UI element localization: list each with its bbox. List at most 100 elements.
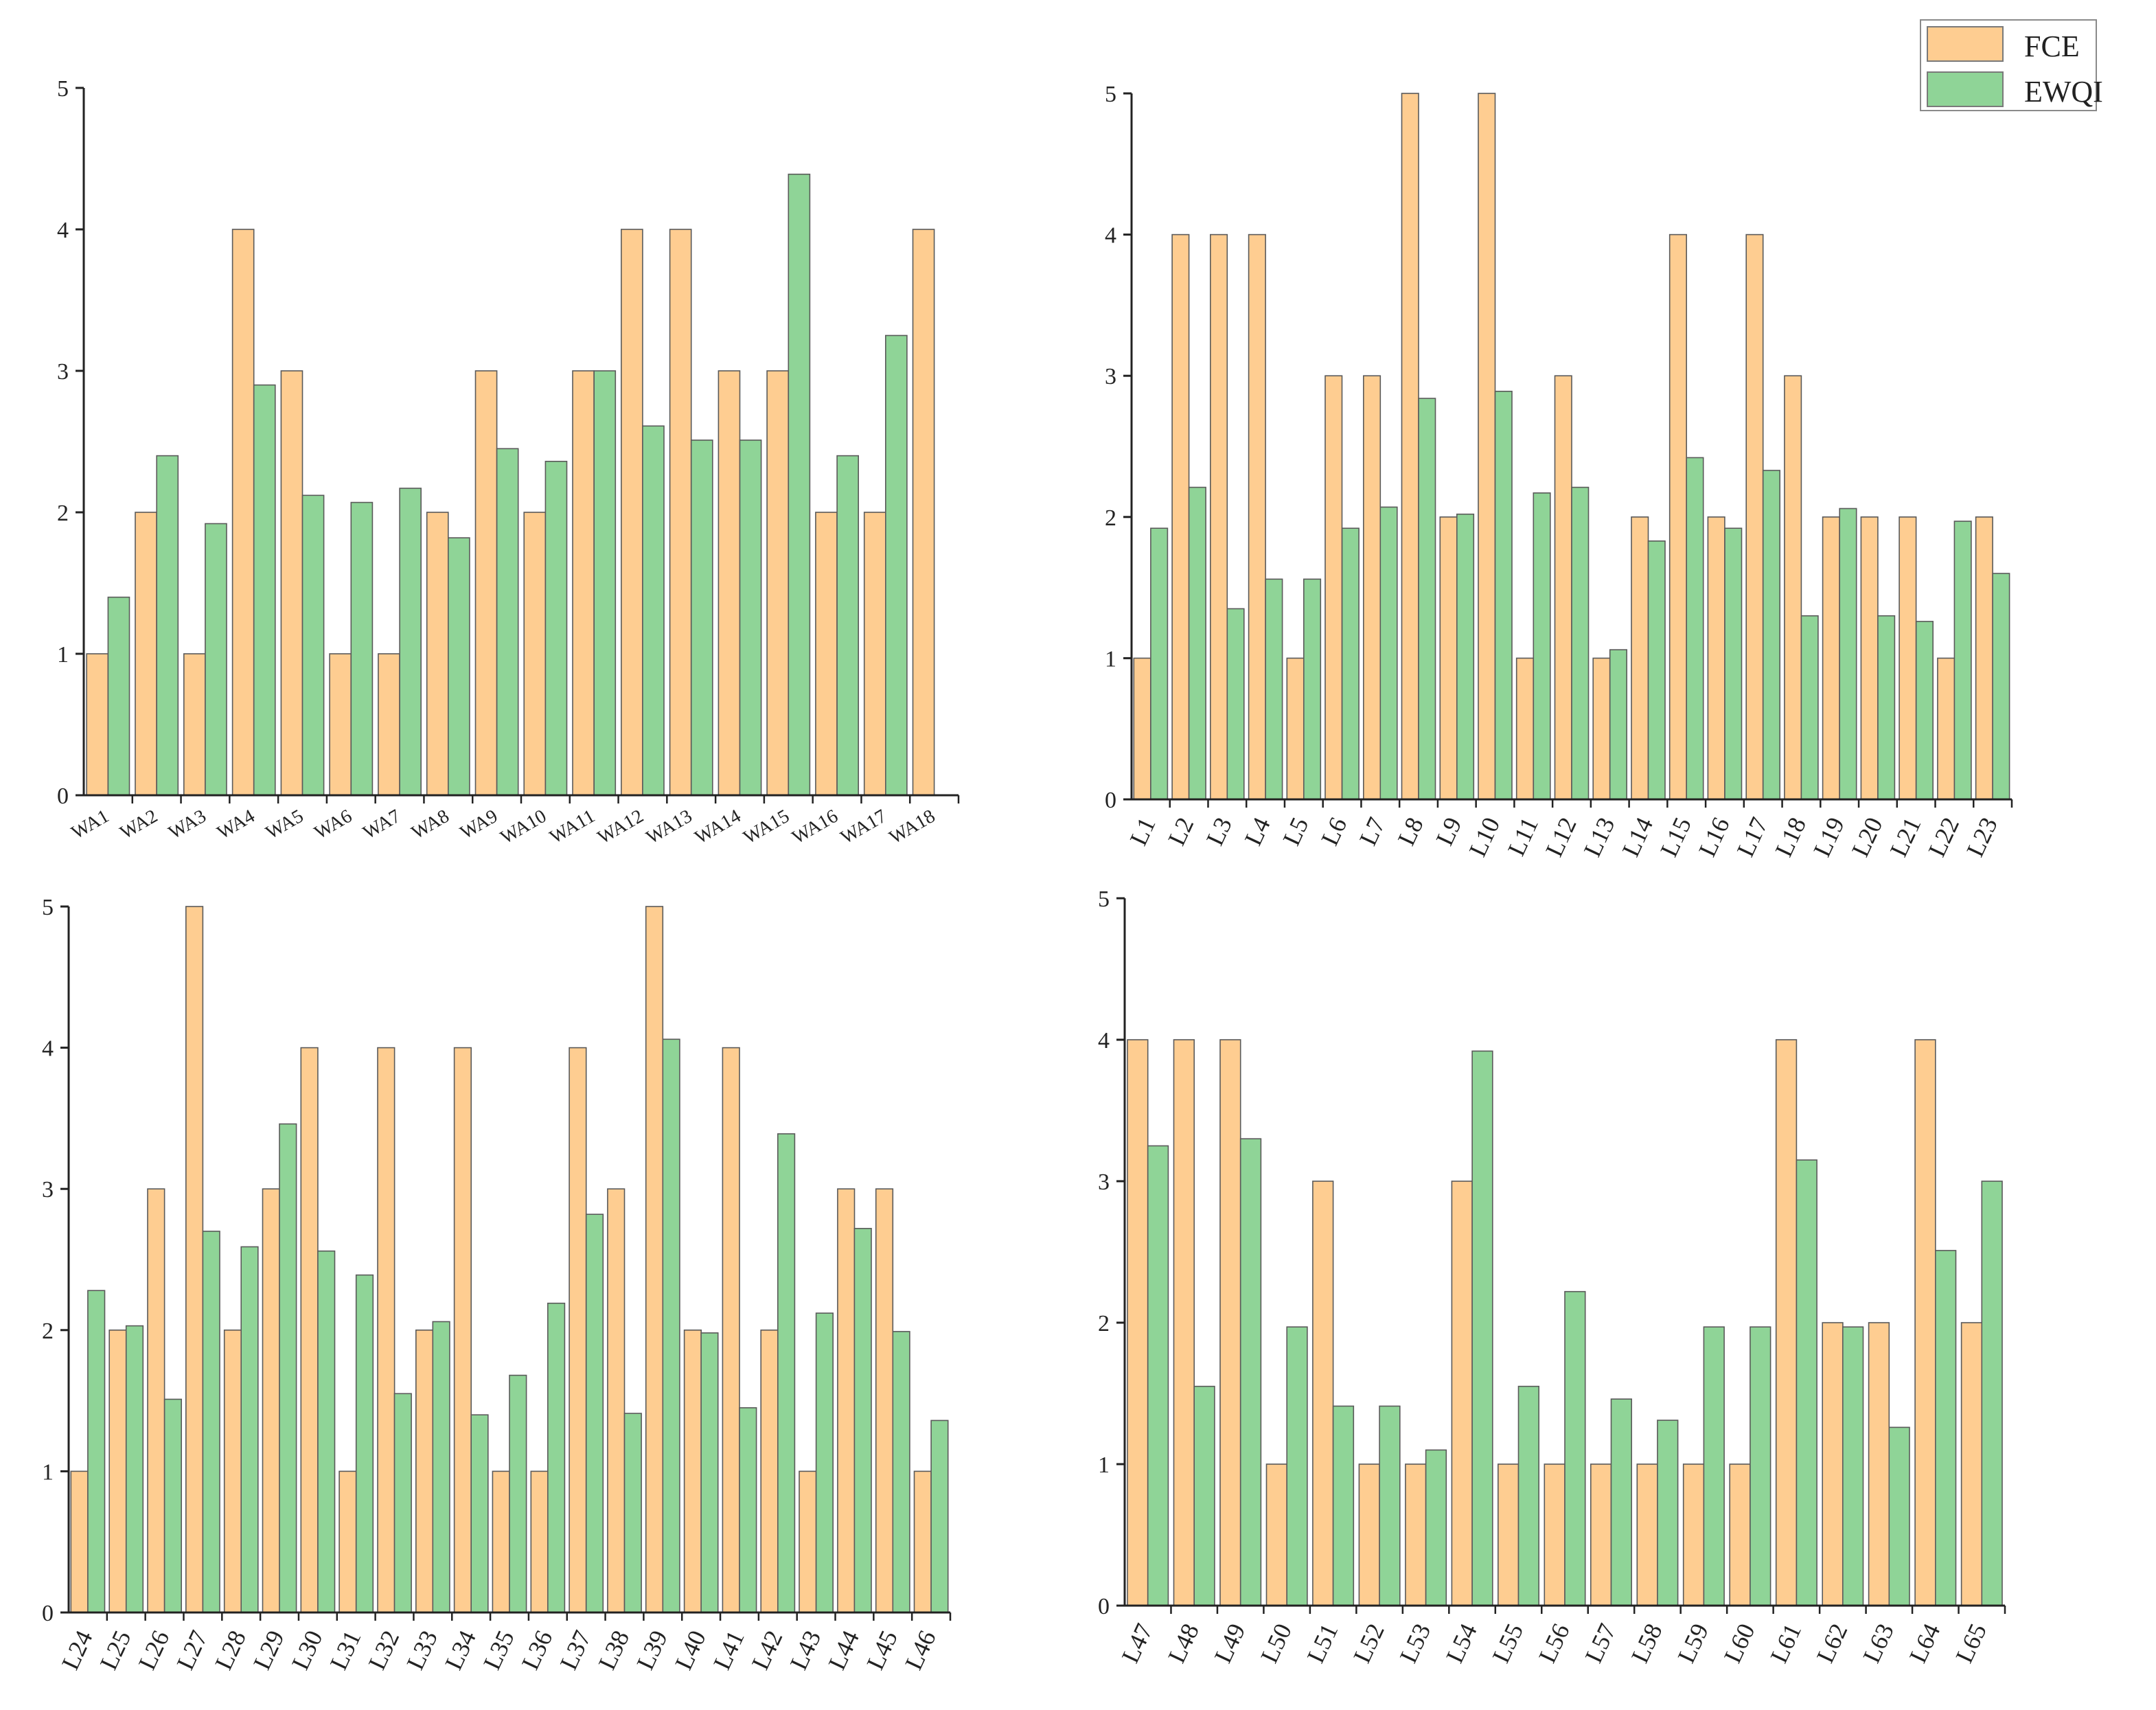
x-tick-label-wa7: WA7 [359, 806, 404, 844]
x-tick-label-l21: L21 [1885, 813, 1927, 860]
bar-ewqi-l44 [853, 1228, 872, 1613]
bar-ewqi-l9 [1456, 513, 1475, 800]
bar-fce-l33 [415, 1330, 434, 1613]
bar-fce-wa3 [183, 653, 206, 796]
x-tick-label-l12: L12 [1540, 813, 1582, 860]
y-tick-label: 2 [42, 1319, 54, 1344]
x-tick-label-l17: L17 [1732, 813, 1774, 860]
bar-fce-wa5 [280, 370, 303, 796]
x-tick-label-l35: L35 [478, 1626, 520, 1674]
bar-fce-l2 [1171, 233, 1190, 800]
y-tick-label: 4 [42, 1036, 54, 1062]
x-tick-label-l54: L54 [1441, 1619, 1482, 1667]
bar-fce-wa14 [718, 370, 741, 796]
bar-fce-l55 [1498, 1463, 1519, 1606]
x-tick-label-l9: L9 [1430, 813, 1467, 850]
bar-fce-l39 [645, 906, 664, 1613]
bar-fce-l62 [1822, 1322, 1844, 1606]
bar-ewqi-l49 [1239, 1138, 1262, 1606]
y-tick-label: 1 [42, 1459, 54, 1485]
bar-ewqi-l52 [1379, 1405, 1401, 1606]
bar-fce-wa2 [135, 512, 157, 796]
x-tick-label-l42: L42 [746, 1626, 788, 1674]
bar-fce-l61 [1775, 1039, 1798, 1606]
bar-fce-l19 [1822, 516, 1840, 800]
x-tick-label-l59: L59 [1672, 1619, 1714, 1667]
bar-fce-l29 [262, 1188, 280, 1613]
bar-fce-l32 [377, 1047, 395, 1613]
bar-fce-wa9 [474, 370, 498, 796]
bar-ewqi-wa2 [156, 455, 179, 796]
bar-ewqi-l39 [662, 1038, 680, 1613]
x-tick-label-l11: L11 [1502, 813, 1544, 860]
bar-ewqi-l23 [1992, 573, 2010, 800]
bar-ewqi-l38 [623, 1413, 642, 1613]
bar-ewqi-l33 [432, 1321, 450, 1613]
x-tick-label-l22: L22 [1923, 813, 1964, 860]
bar-fce-l43 [799, 1470, 817, 1613]
bar-ewqi-l57 [1610, 1398, 1633, 1606]
x-tick-label-l26: L26 [133, 1626, 175, 1674]
x-tick-label-l51: L51 [1302, 1619, 1344, 1667]
bar-ewqi-l59 [1703, 1326, 1725, 1606]
bar-ewqi-l32 [393, 1393, 412, 1613]
y-tick-label: 1 [1098, 1452, 1110, 1478]
x-tick-label-l60: L60 [1719, 1619, 1761, 1667]
x-tick-label-wa11: WA11 [546, 806, 599, 848]
bar-ewqi-l14 [1647, 540, 1666, 800]
bar-fce-l50 [1265, 1463, 1288, 1606]
y-tick-label: 0 [1098, 1594, 1110, 1619]
bar-fce-l54 [1451, 1181, 1473, 1606]
bar-ewqi-l64 [1935, 1250, 1957, 1606]
bar-fce-l27 [185, 906, 204, 1613]
bar-fce-wa11 [572, 370, 595, 796]
bar-ewqi-l41 [739, 1407, 757, 1613]
bar-ewqi-l63 [1888, 1426, 1910, 1606]
bar-ewqi-wa12 [642, 425, 665, 796]
x-tick-label-l18: L18 [1769, 813, 1811, 860]
bar-ewqi-l15 [1686, 457, 1704, 800]
x-tick-label-l40: L40 [669, 1626, 711, 1674]
x-tick-label-l41: L41 [708, 1626, 750, 1674]
x-tick-label-l3: L3 [1201, 813, 1237, 850]
bar-ewqi-l18 [1800, 615, 1819, 800]
bar-fce-wa12 [620, 229, 643, 796]
bar-fce-l3 [1210, 233, 1228, 800]
bar-ewqi-l42 [777, 1133, 796, 1613]
y-tick-label: 5 [57, 76, 69, 102]
legend-label-fce: FCE [2024, 30, 2080, 63]
bar-ewqi-l55 [1517, 1385, 1540, 1606]
bar-fce-l56 [1544, 1463, 1566, 1606]
bar-fce-wa15 [766, 370, 789, 796]
x-tick-label-l8: L8 [1392, 813, 1429, 850]
y-tick-label: 1 [1105, 646, 1116, 672]
x-tick-label-l30: L30 [286, 1626, 328, 1674]
y-tick-label: 2 [57, 501, 69, 526]
bar-ewqi-l21 [1915, 621, 1934, 800]
x-tick-label-wa12: WA12 [594, 806, 647, 849]
x-tick-label-l62: L62 [1811, 1619, 1853, 1667]
legend-item-ewqi: EWQI [1921, 69, 2103, 110]
bar-fce-l44 [837, 1188, 856, 1613]
bar-fce-l5 [1286, 657, 1305, 800]
x-tick-label-wa5: WA5 [262, 806, 307, 844]
bar-ewqi-wa9 [496, 448, 519, 796]
bar-fce-l40 [683, 1330, 702, 1613]
bar-ewqi-l62 [1842, 1326, 1864, 1606]
bar-ewqi-l47 [1147, 1145, 1169, 1606]
bar-fce-l52 [1358, 1463, 1380, 1606]
y-tick-label: 5 [1105, 82, 1116, 107]
x-tick-label-wa18: WA18 [886, 806, 939, 849]
bar-fce-l35 [492, 1470, 510, 1613]
x-tick-label-l52: L52 [1348, 1619, 1390, 1667]
bar-fce-l47 [1127, 1039, 1149, 1606]
bar-ewqi-l25 [125, 1325, 144, 1613]
bar-ewqi-l26 [163, 1398, 183, 1613]
x-tick-label-l16: L16 [1693, 813, 1735, 860]
bar-ewqi-l7 [1379, 506, 1398, 800]
bar-ewqi-wa15 [788, 173, 811, 796]
bar-ewqi-l22 [1953, 521, 1972, 800]
bar-fce-l51 [1312, 1181, 1334, 1606]
bar-fce-l45 [875, 1188, 894, 1613]
bar-ewqi-l29 [279, 1123, 297, 1613]
